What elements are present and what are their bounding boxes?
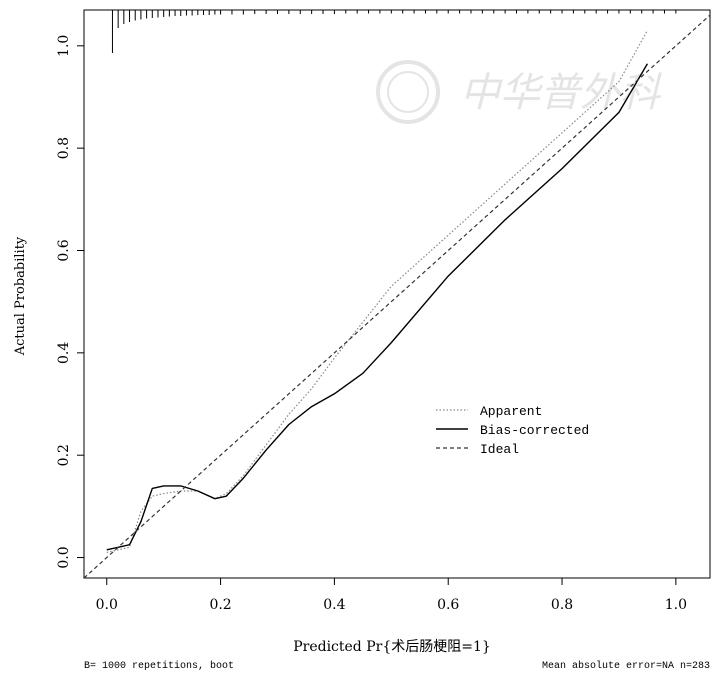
footer-repetitions: B= 1000 repetitions, boot [84,660,234,672]
y-tick-label: 1.0 [56,35,72,57]
x-axis-label: Predicted Pr{术后肠梗阻=1} [293,639,491,655]
y-tick-label: 0.2 [56,444,72,466]
x-tick-label: 1.0 [665,597,687,613]
x-tick-label: 0.0 [96,597,118,613]
y-axis-label: Actual Probability [13,236,28,356]
x-axis: 0.0 0.2 0.4 0.6 0.8 1.0 [96,578,687,613]
x-tick-label: 0.4 [323,597,345,613]
y-tick-label: 0.0 [56,546,72,568]
rug-marks [111,10,677,53]
y-tick-label: 0.6 [56,239,72,261]
footer-mean-absolute-error: Mean absolute error=NA n=283 [542,660,710,672]
legend: Apparent Bias-corrected Ideal [436,404,589,457]
y-tick-label: 0.4 [56,342,72,364]
x-tick-label: 0.8 [551,597,573,613]
y-tick-label: 0.8 [56,137,72,159]
x-tick-label: 0.2 [209,597,231,613]
watermark: 中华普外科 [376,60,662,124]
x-tick-label: 0.6 [437,597,459,613]
watermark-text: 中华普外科 [460,70,662,116]
y-axis: 0.0 0.2 0.4 0.6 0.8 1.0 [56,35,84,569]
legend-label-ideal: Ideal [480,442,519,457]
legend-label-apparent: Apparent [480,404,542,419]
series-line-bias-corrected [106,63,649,551]
series-layer [84,14,710,578]
watermark-seal-icon [376,60,440,124]
series-line-ideal [84,14,710,578]
legend-label-bias-corrected: Bias-corrected [480,423,589,438]
plot-frame [83,9,711,579]
